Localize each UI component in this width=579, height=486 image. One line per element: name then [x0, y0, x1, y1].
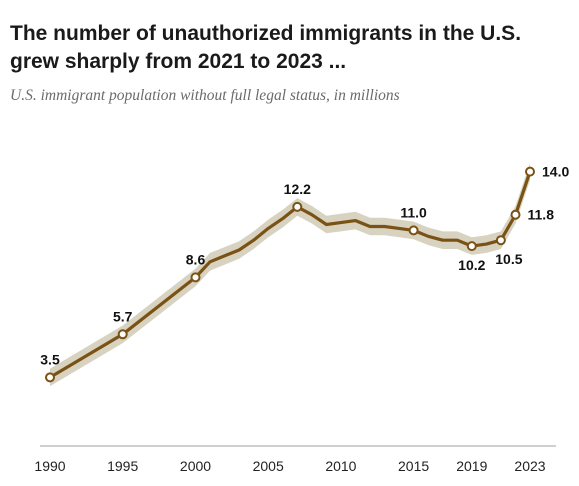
chart-title: The number of unauthorized immigrants in… [10, 22, 522, 73]
data-label-1995: 5.7 [113, 308, 133, 324]
data-label-2015: 11.0 [400, 204, 427, 220]
series-line [48, 170, 532, 379]
marker-layer [45, 166, 535, 383]
data-point-1990 [45, 372, 55, 383]
x-tick-label-1995: 1995 [107, 458, 138, 474]
data-label-2022: 11.8 [528, 207, 555, 223]
data-point-2023 [525, 166, 535, 177]
data-point-2007 [292, 201, 303, 212]
x-tick-label-2015: 2015 [398, 458, 429, 474]
x-tick-label-2000: 2000 [180, 458, 211, 474]
data-label-1990: 3.5 [40, 351, 60, 367]
data-point-2019 [466, 241, 477, 252]
x-tick-label-2005: 2005 [253, 458, 284, 474]
uncertainty-band [50, 162, 530, 387]
data-label-2019: 10.2 [458, 257, 485, 273]
data-point-1995 [117, 329, 128, 340]
x-tick-label-2023: 2023 [514, 458, 545, 474]
data-label-2007: 12.2 [284, 181, 311, 197]
data-point-2021 [495, 235, 506, 246]
uncertainty-band-layer [50, 162, 530, 387]
data-label-2000: 8.6 [186, 251, 206, 267]
series-line-layer [48, 170, 532, 379]
data-point-2000 [190, 272, 201, 283]
x-tick-label-2019: 2019 [456, 458, 487, 474]
x-tick-label-1990: 1990 [34, 458, 65, 474]
chart-subtitle: U.S. immigrant population without full l… [10, 87, 400, 104]
x-tick-label-layer: 1990 1995 2000 2005 2010 2015 2019 2023 [34, 458, 545, 474]
data-point-2015 [408, 225, 419, 236]
data-label-2021: 10.5 [495, 251, 522, 267]
x-tick-label-2010: 2010 [325, 458, 356, 474]
data-label-layer: 3.5 5.7 8.6 12.2 11.0 10.2 10.5 11.8 14.0 [40, 164, 569, 368]
data-label-2023: 14.0 [542, 164, 569, 180]
data-point-2022 [510, 209, 521, 220]
